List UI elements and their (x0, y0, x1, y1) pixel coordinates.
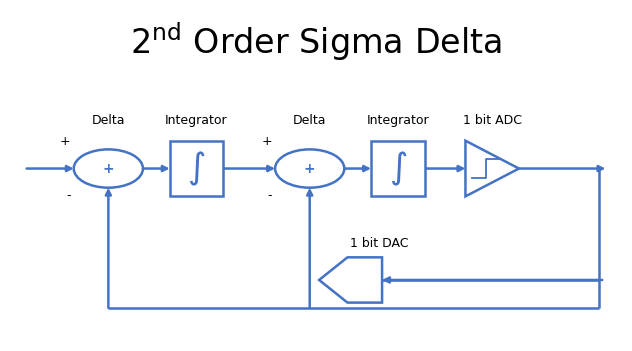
Text: +: + (102, 161, 114, 176)
Text: Integrator: Integrator (367, 114, 429, 127)
Text: 2$^\mathrm{nd}$ Order Sigma Delta: 2$^\mathrm{nd}$ Order Sigma Delta (130, 21, 502, 64)
FancyBboxPatch shape (170, 141, 223, 197)
Text: Delta: Delta (293, 114, 327, 127)
Text: Integrator: Integrator (165, 114, 228, 127)
Text: $\int$: $\int$ (389, 150, 407, 188)
Text: -: - (66, 190, 71, 203)
Text: Delta: Delta (92, 114, 125, 127)
Text: $\int$: $\int$ (187, 150, 205, 188)
Text: 1 bit ADC: 1 bit ADC (463, 114, 521, 127)
Text: +: + (60, 135, 71, 148)
Text: 1 bit DAC: 1 bit DAC (349, 237, 408, 250)
FancyBboxPatch shape (371, 141, 425, 197)
Text: +: + (304, 161, 315, 176)
Text: +: + (261, 135, 272, 148)
Text: -: - (267, 190, 272, 203)
